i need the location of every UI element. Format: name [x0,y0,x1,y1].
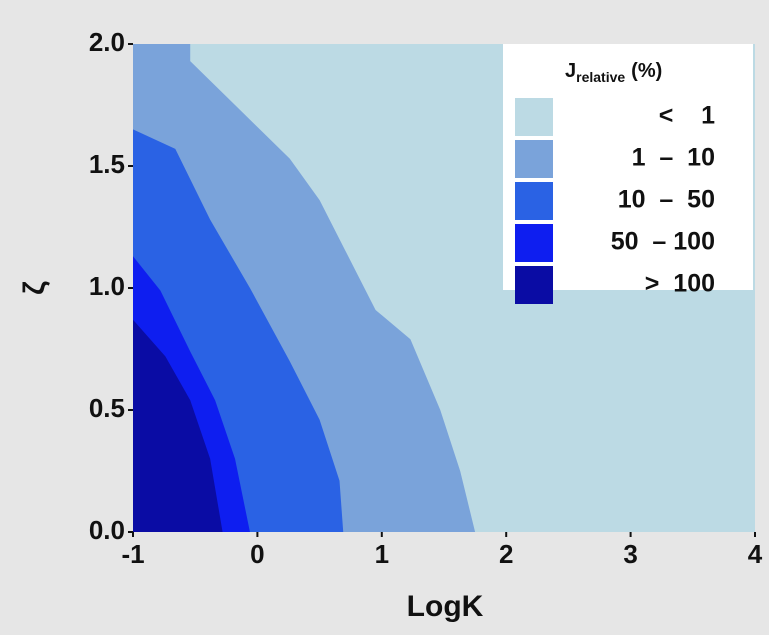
legend-swatch [515,182,553,220]
legend-swatch [515,98,553,136]
x-tick-label: 1 [375,539,389,569]
legend-swatch [515,224,553,262]
x-tick-label: 2 [499,539,513,569]
x-axis-label: LogK [407,590,484,623]
y-tick-label: 0.0 [89,515,125,545]
legend-title: Jrelative (%) [565,60,662,84]
legend-title-unit: (%) [631,60,662,82]
legend: Jrelative (%) < 1 1 – 10 10 – 50 50 – 100 > 10… [503,44,753,304]
legend-label: > 100 [645,270,715,298]
y-axis-label: ζ [18,281,51,295]
legend-label: 10 – 50 [618,186,715,214]
legend-swatch [515,266,553,304]
legend-title-main: J [565,60,576,82]
legend-title-sub: relative [576,69,625,85]
x-tick-label: 0 [250,539,264,569]
region [133,319,223,532]
y-tick-label: 1.0 [89,271,125,301]
x-tick-label: 3 [623,539,637,569]
x-tick-label: 4 [748,539,763,569]
legend-label: < 1 [659,102,715,130]
x-tick-label: -1 [121,539,144,569]
legend-label: 50 – 100 [611,228,715,256]
y-tick-label: 1.5 [89,149,125,179]
legend-swatch [515,140,553,178]
y-tick-label: 2.0 [89,27,125,57]
y-tick-label: 0.5 [89,393,125,423]
legend-label: 1 – 10 [632,144,715,172]
